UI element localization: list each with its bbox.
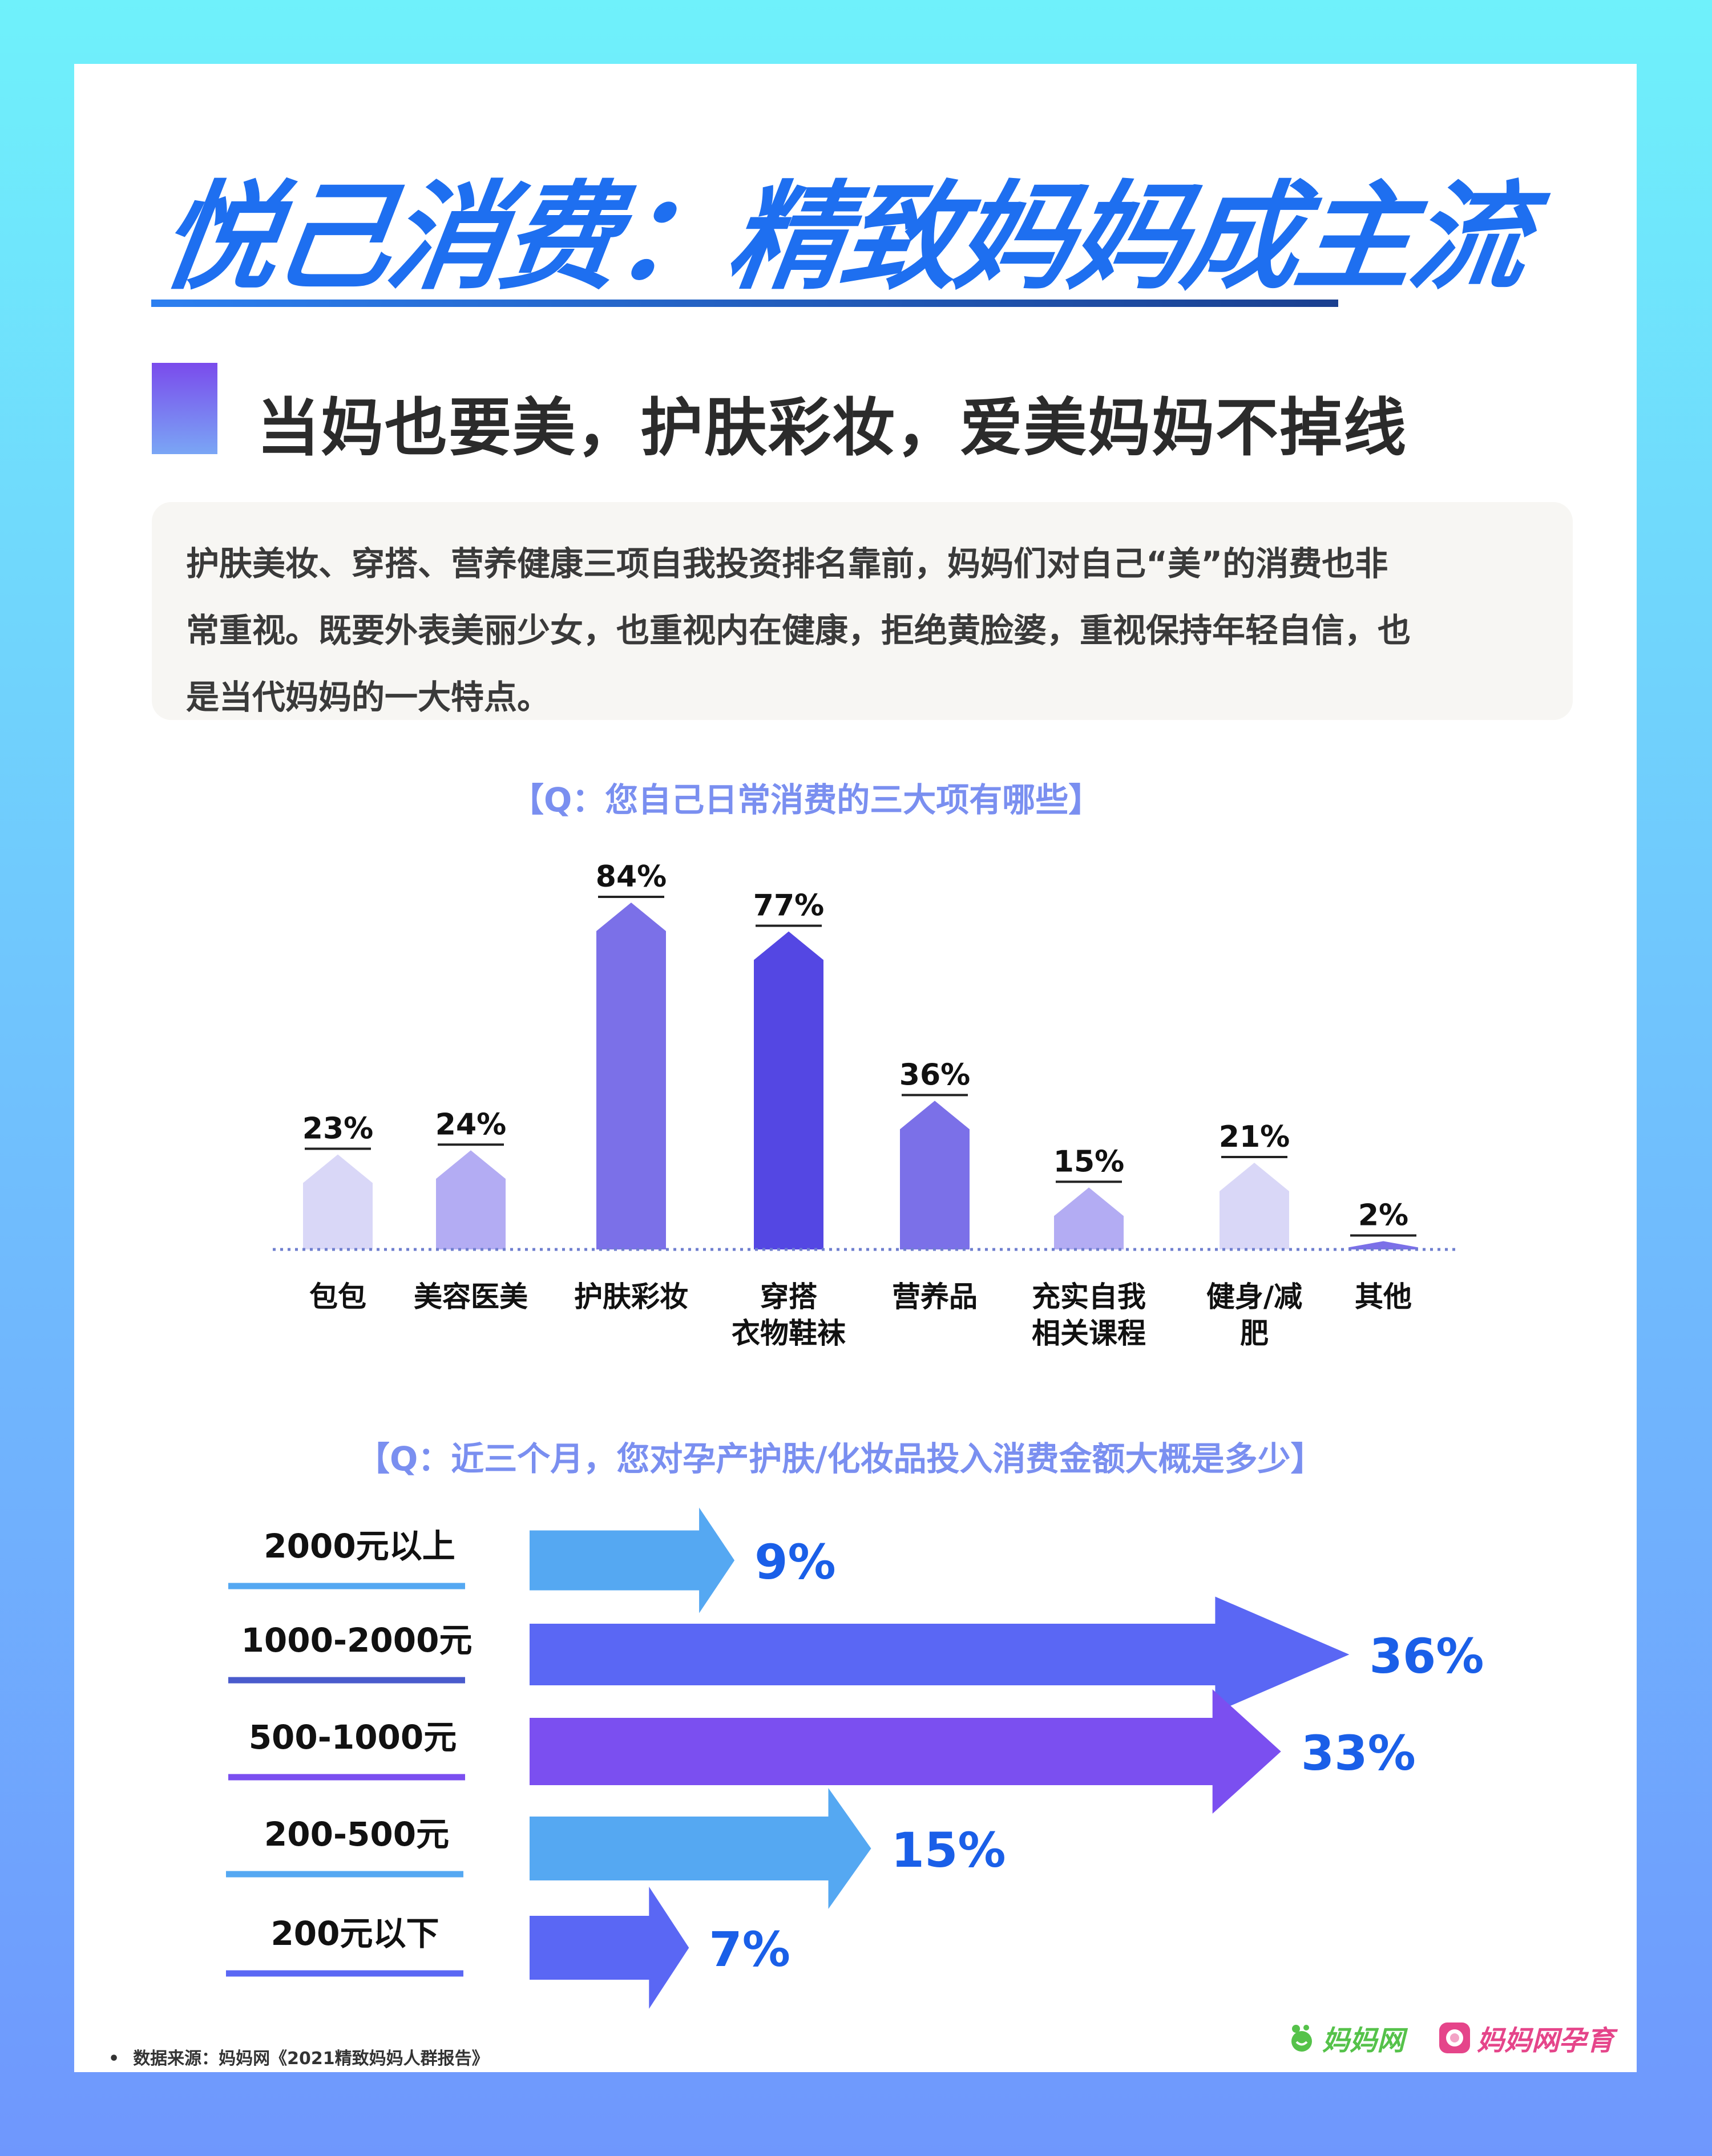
bar-value-label: 15% — [1053, 1144, 1124, 1179]
bar-6 — [1054, 1187, 1124, 1249]
chart-1-title: 【Q：您自己日常消费的三大项有哪些】 — [511, 780, 1102, 819]
category-label: 护肤彩妆 — [574, 1280, 688, 1313]
section-marker — [152, 363, 217, 454]
spending-arrow-1 — [530, 1507, 735, 1613]
spending-arrow-4 — [530, 1788, 871, 1909]
title-underline — [151, 300, 1338, 307]
bar-value-label: 77% — [753, 889, 824, 923]
category-label: 衣物鞋袜 — [732, 1317, 846, 1350]
mamawang-logo: 妈妈网 — [1287, 2015, 1404, 2061]
category-label: 包包 — [309, 1280, 366, 1313]
mamawang-yunyu-logo-text: 妈妈网孕育 — [1477, 2025, 1614, 2057]
spending-arrow-5 — [530, 1887, 689, 2009]
spending-range-label: 200元以下 — [270, 1914, 439, 1953]
category-label: 穿搭 — [760, 1280, 817, 1313]
category-label: 美容医美 — [414, 1280, 528, 1313]
chart-2-title: 【Q：近三个月，您对孕产护肤/化妆品投入消费金额大概是多少】 — [357, 1439, 1324, 1478]
data-source-text: 数据来源：妈妈网《2021精致妈妈人群报告》 — [133, 2049, 489, 2069]
category-label: 充实自我 — [1032, 1280, 1146, 1313]
category-label: 健身/减 — [1206, 1280, 1302, 1313]
intro-box: 护肤美妆、穿搭、营养健康三项自我投资排名靠前，妈妈们对自己“美”的消费也非 常重… — [152, 502, 1573, 720]
bar-value-label: 2% — [1358, 1199, 1408, 1233]
bar-2 — [436, 1150, 506, 1249]
mamawang-yunyu-logo: 妈妈网孕育 — [1438, 2015, 1614, 2061]
bar-7 — [1220, 1163, 1289, 1249]
bar-4 — [754, 931, 823, 1249]
category-label: 相关课程 — [1032, 1317, 1146, 1350]
spending-range-label: 500-1000元 — [249, 1718, 457, 1757]
bar-value-label: 84% — [596, 860, 667, 894]
spending-arrow-3 — [530, 1689, 1281, 1814]
spending-value-label: 7% — [709, 1922, 790, 1977]
spending-range-label: 1000-2000元 — [241, 1621, 473, 1660]
bar-value-label: 23% — [302, 1112, 373, 1146]
category-label: 其他 — [1355, 1280, 1412, 1313]
spending-range-label: 200-500元 — [264, 1815, 449, 1854]
bullet-dot: • — [108, 2049, 120, 2069]
intro-text: 护肤美妆、穿搭、营养健康三项自我投资排名靠前，妈妈们对自己“美”的消费也非 常重… — [186, 531, 1539, 731]
section-heading: 当妈也要美，护肤彩妆，爱美妈妈不掉线 — [257, 391, 1407, 464]
spending-range-label: 2000元以上 — [264, 1527, 455, 1566]
bar-value-label: 36% — [899, 1058, 970, 1092]
mamawang-logo-icon — [1291, 2025, 1312, 2052]
spending-arrow-2 — [530, 1596, 1350, 1713]
bar-value-label: 24% — [435, 1107, 506, 1142]
bar-3 — [596, 903, 666, 1249]
bar-1 — [303, 1154, 373, 1249]
bar-5 — [900, 1101, 970, 1249]
mamawang-yunyu-logo-icon — [1439, 2022, 1470, 2053]
category-label: 肥 — [1240, 1317, 1269, 1350]
category-label: 营养品 — [892, 1280, 978, 1313]
intro-line: 护肤美妆、穿搭、营养健康三项自我投资排名靠前，妈妈们对自己“美”的消费也非 — [186, 544, 1388, 583]
bar-8 — [1348, 1241, 1418, 1249]
spending-value-label: 36% — [1369, 1628, 1484, 1684]
intro-line: 是当代妈妈的一大特点。 — [186, 678, 551, 717]
spending-value-label: 9% — [754, 1534, 836, 1590]
data-source-note: • 数据来源：妈妈网《2021精致妈妈人群报告》 — [108, 2044, 489, 2069]
spending-value-label: 15% — [891, 1822, 1006, 1878]
intro-line: 常重视。既要外表美丽少女，也重视内在健康，拒绝黄脸婆，重视保持年轻自信，也 — [186, 611, 1411, 650]
bar-value-label: 21% — [1219, 1120, 1290, 1154]
mamawang-logo-text: 妈妈网 — [1322, 2025, 1405, 2057]
spending-value-label: 33% — [1301, 1725, 1416, 1781]
